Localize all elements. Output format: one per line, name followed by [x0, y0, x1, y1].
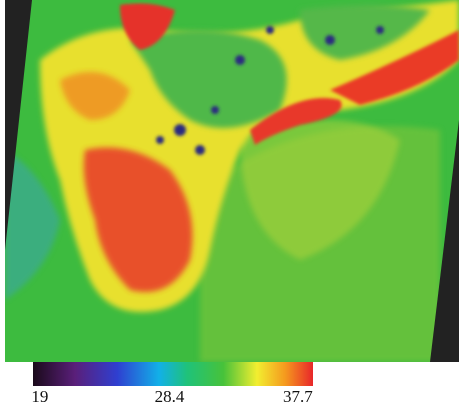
page: {"colorbar": {"lim": [18.5, 38.8], "tick…: [0, 0, 459, 408]
thermal-map: 19 28.4 37.7: [0, 0, 459, 408]
satellite-image: [5, 0, 459, 362]
colorbar-tick-label: 19: [31, 387, 48, 406]
colorbar-tick-label: 37.7: [283, 387, 313, 406]
colorbar-tick-label: 28.4: [155, 387, 185, 406]
colorbar: [33, 362, 313, 386]
colorbar-ticks: 19 28.4 37.7: [31, 387, 313, 406]
